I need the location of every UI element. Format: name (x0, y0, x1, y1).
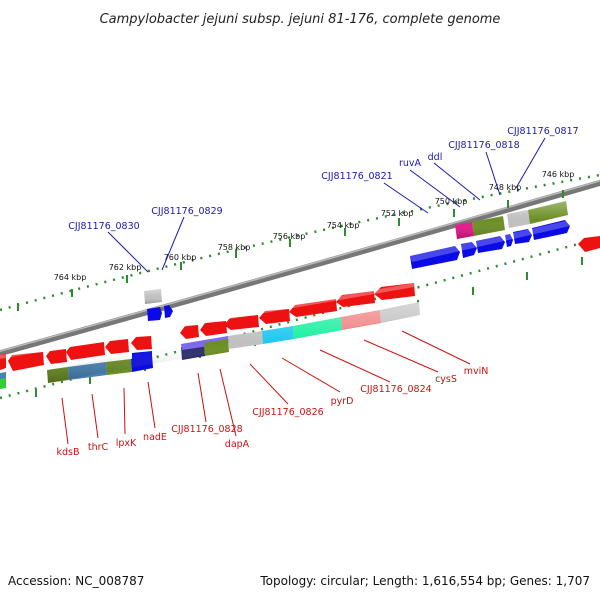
gene-feature (0, 372, 6, 379)
tick-label: 748 kbp (489, 183, 522, 192)
gene-label-pyrd: pyrD (331, 396, 354, 407)
accession-text: Accession: NC_008787 (8, 574, 145, 588)
gene-label-cjj81176-0830: CJJ81176_0830 (68, 221, 139, 232)
inner-feature-band (0, 302, 420, 389)
gene-arrow (200, 321, 227, 336)
minus-labels: kdsB thrC lpxK nadE CJJ81176_0828 dapA C… (57, 366, 489, 458)
backbone-arc (0, 179, 600, 357)
tick-label: 750 kbp (435, 197, 468, 206)
tick-label: 746 kbp (542, 170, 575, 179)
gene-arrow (259, 309, 290, 324)
gene-feature (0, 377, 6, 389)
gene-arrow (224, 315, 259, 330)
gene-arrow (131, 336, 152, 350)
gene-label-cjj81176-0821: CJJ81176_0821 (321, 171, 392, 182)
outer-ruler-ticks (17, 190, 564, 311)
gene-arrow (66, 342, 105, 360)
tick-label: 756 kbp (273, 232, 306, 241)
genome-stats-text: Topology: circular; Length: 1,616,554 bp… (260, 574, 590, 588)
gene-arrow (336, 291, 375, 307)
gene-arrow (461, 242, 477, 258)
gene-label-mvin: mviN (464, 366, 489, 377)
gene-arrow (147, 307, 162, 321)
gene-label-ddl: ddl (428, 152, 443, 163)
gene-arrow (46, 349, 67, 364)
gene-label-ruva: ruvA (399, 158, 422, 169)
plus-labels: CJJ81176_0830 CJJ81176_0829 CJJ81176_082… (68, 126, 578, 232)
gene-label-lpxk: lpxK (116, 438, 137, 449)
backbone-highlight (0, 180, 600, 353)
gene-arrow (476, 236, 505, 253)
gene-arrow (164, 305, 173, 318)
gene-feature-shade (47, 302, 420, 383)
tick-label: 762 kbp (109, 263, 142, 272)
map-title: Campylobacter jejuni subsp. jejuni 81-17… (100, 12, 501, 27)
gene-arrow (532, 220, 570, 240)
outer-feature-band (144, 201, 568, 304)
gene-feature (455, 201, 568, 239)
gene-arrow (513, 229, 532, 244)
minus-callouts (61, 330, 471, 445)
gene-arrow (180, 325, 199, 339)
tick-label: 758 kbp (218, 243, 251, 252)
gene-feature (144, 289, 162, 304)
gene-label-cjj81176-0828: CJJ81176_0828 (171, 424, 242, 435)
gene-arrow (105, 339, 129, 354)
gene-arrow (374, 283, 415, 300)
minus-strand-arrows (0, 236, 600, 371)
gene-label-cjj81176-0824: CJJ81176_0824 (360, 384, 431, 395)
gene-label-cjj81176-0818: CJJ81176_0818 (448, 140, 519, 151)
tick-label: 764 kbp (54, 273, 87, 282)
gene-arrow (505, 234, 513, 247)
gene-label-thrc: thrC (88, 442, 109, 453)
gene-label-cjj81176-0817: CJJ81176_0817 (507, 126, 578, 137)
gene-arrow (289, 299, 337, 317)
gene-label-cjj81176-0826: CJJ81176_0826 (252, 407, 323, 418)
gene-arrow (0, 353, 6, 370)
tick-label: 760 kbp (164, 253, 197, 262)
gene-label-dapa: dapA (225, 439, 250, 450)
gene-arrow-shade (410, 220, 570, 262)
gene-label-nade: nadE (143, 432, 167, 443)
gene-label-cjj81176-0829: CJJ81176_0829 (151, 206, 222, 217)
plus-strand-arrows (147, 220, 570, 321)
gene-label-cyss: cysS (435, 374, 457, 385)
gene-label-kdsb: kdsB (57, 447, 80, 458)
scale-labels: 764 kbp 762 kbp 760 kbp 758 kbp 756 kbp … (54, 170, 575, 282)
gene-arrow (578, 236, 600, 252)
plus-callouts (107, 137, 546, 273)
tick-label: 752 kbp (381, 209, 414, 218)
gene-arrow (8, 352, 44, 371)
gene-arrow (410, 246, 460, 269)
tick-label: 754 kbp (327, 221, 360, 230)
gene-arrow-shade (0, 283, 414, 359)
